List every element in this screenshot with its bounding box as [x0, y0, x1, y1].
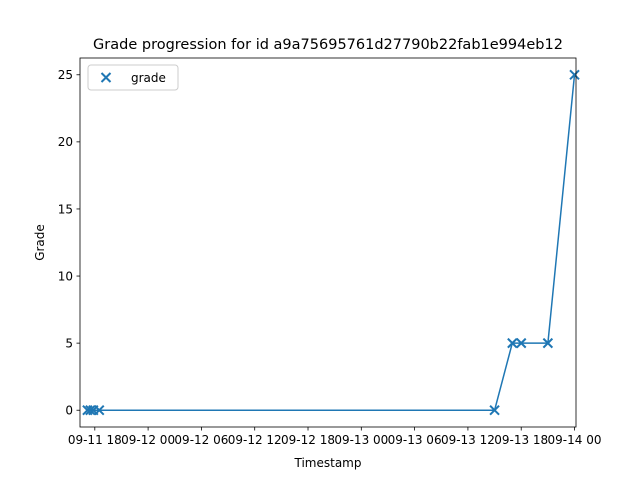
x-tick-label: 09-12 12 — [228, 433, 282, 447]
legend-marker-icon — [100, 72, 112, 83]
data-point-marker — [489, 405, 500, 416]
x-tick-label: 09-12 00 — [121, 433, 175, 447]
data-point-marker — [94, 405, 105, 416]
legend: grade — [87, 64, 179, 91]
x-axis: 09-11 18 09-12 00 09-12 06 09-12 12 09-12 18… — [68, 427, 602, 447]
y-axis-title: Grade — [33, 224, 47, 261]
x-tick-label: 09-13 18 — [494, 433, 548, 447]
chart-title: Grade progression for id a9a75695761d277… — [93, 37, 563, 53]
series-layer — [82, 69, 580, 416]
legend-box — [87, 64, 179, 91]
y-tick-label: 15 — [58, 202, 73, 216]
y-tick-label: 5 — [65, 336, 73, 350]
y-tick-label: 10 — [58, 269, 73, 283]
x-tick-label: 09-13 06 — [388, 433, 442, 447]
x-tick-label: 09-12 06 — [174, 433, 228, 447]
legend-label: grade — [131, 71, 166, 85]
x-axis-title: Timestamp — [294, 456, 362, 470]
x-tick-label: 09-13 12 — [441, 433, 495, 447]
y-tick-label: 25 — [58, 68, 73, 82]
y-axis: 0 5 10 15 20 25 — [58, 68, 80, 418]
y-tick-label: 0 — [65, 404, 73, 418]
x-tick-label: 09-12 18 — [281, 433, 335, 447]
y-tick-label: 20 — [58, 135, 73, 149]
data-point-marker — [516, 337, 527, 349]
x-tick-label: 09-11 18 — [68, 433, 122, 447]
data-point-marker — [507, 337, 518, 349]
x-tick-label: 09-13 00 — [334, 433, 388, 447]
x-tick-label: 09-14 00 — [548, 433, 602, 447]
data-point-marker — [85, 405, 96, 416]
data-point-marker — [569, 69, 580, 80]
axes-frame — [79, 57, 577, 428]
data-point-marker — [542, 337, 554, 349]
